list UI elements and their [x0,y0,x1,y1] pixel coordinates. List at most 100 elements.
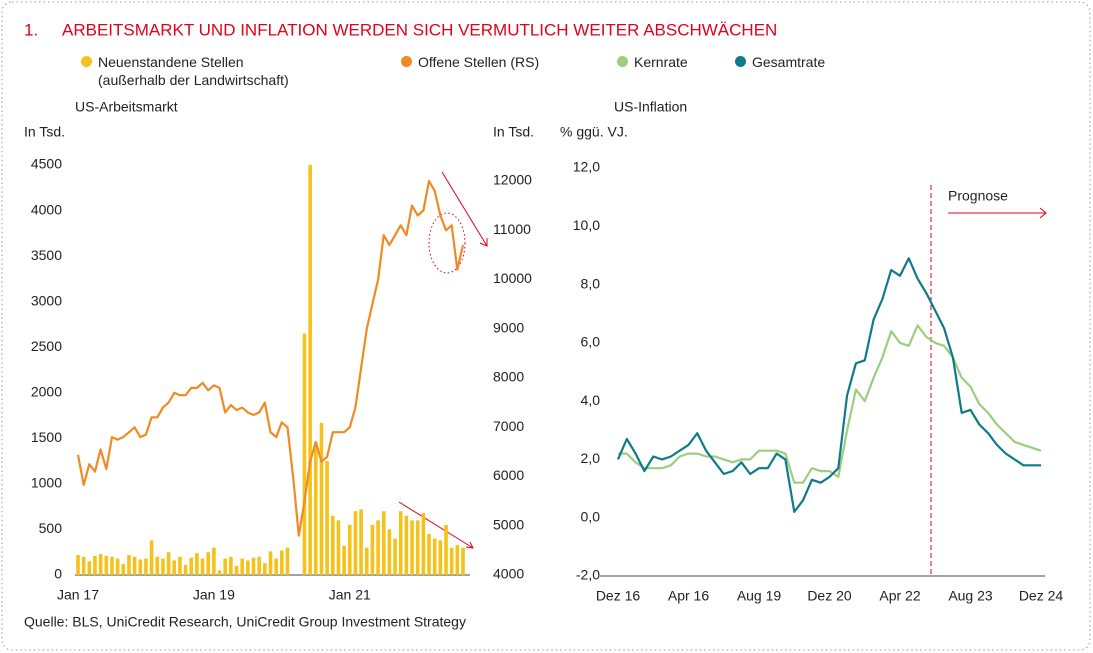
arrow-head [465,541,474,549]
y2-tick-label: 10000 [493,270,532,286]
bar [280,550,284,575]
bar [246,560,250,575]
bar [138,559,143,575]
y2-tick-label: 7000 [493,418,524,434]
y2-tick-label: 11000 [493,221,531,237]
bar [449,547,454,575]
bar [387,529,392,575]
legend-swatch [81,56,92,67]
bar [285,547,290,575]
bar [455,544,460,575]
x-tick-label: Aug 19 [737,588,782,604]
y-tick-label: 12,0 [573,159,600,175]
bar [432,538,437,575]
annotation: Prognose [948,188,1008,204]
bar [398,511,403,575]
bar [438,540,443,575]
arrow [398,501,474,549]
bar [149,540,154,575]
bar [98,554,103,575]
y-tick-label: 1500 [31,429,62,445]
x-tick-label: Dez 20 [807,588,852,604]
bar [257,556,261,575]
bar [240,558,244,575]
y-axis-label: % ggü. VJ. [560,124,628,140]
legend-swatch [617,56,628,67]
bar [381,511,386,575]
x-tick-label: Dez 16 [596,588,641,604]
y-tick-label: 4000 [31,201,62,217]
bar [330,515,335,575]
subtitle: US-Inflation [614,99,687,115]
legend-label: Gesamtrate [752,54,826,70]
source: Quelle: BLS, UniCredit Research, UniCred… [24,614,466,630]
y2-axis-label: In Tsd. [493,124,534,140]
y-tick-label: 3500 [31,247,62,263]
bar [110,556,114,575]
bar [370,524,375,575]
bar [342,545,346,575]
bar [178,556,182,575]
y-tick-label: 3000 [31,292,62,308]
subtitle: US-Arbeitsmarkt [75,99,178,115]
y-tick-label: 2000 [31,383,62,399]
bar [251,557,256,575]
bar [172,560,177,575]
bar [223,558,228,575]
bar [217,570,222,575]
bar [81,556,86,575]
bar [195,553,199,575]
bar [121,564,126,575]
bar [336,520,341,575]
y2-tick-label: 4000 [493,566,524,582]
y2-tick-label: 5000 [493,516,524,532]
line [616,257,1041,513]
bar [461,547,465,575]
bar [76,554,80,575]
y-tick-label: 1000 [31,475,62,491]
bar [189,557,194,575]
bar [427,534,431,575]
y-tick-label: 8,0 [581,275,601,291]
bar [115,558,120,575]
y-tick-label: 6,0 [581,334,601,350]
bar [347,524,352,575]
y-tick-label: 4,0 [581,392,601,408]
y-tick-label: 10,0 [573,217,600,233]
bar [87,561,92,575]
bar [313,442,318,575]
bar [104,555,109,575]
bar [353,511,358,575]
x-tick-label: Jan 21 [329,587,371,603]
legend-label: Neuenstandene Stellen (außerhalb der Lan… [98,54,289,88]
bar [421,513,426,575]
arrow-head [479,238,488,247]
y-tick-label: -2,0 [576,567,600,583]
line [76,179,465,537]
x-tick-label: Jan 17 [57,587,99,603]
bar [263,563,267,575]
bar [212,547,216,575]
legend-label: Offene Stellen (RS) [418,54,540,70]
legend-swatch [401,56,412,67]
x-tick-label: Aug 23 [948,588,993,604]
legend-swatch [735,56,746,67]
bar [359,509,363,575]
y-tick-label: 0,0 [581,508,601,524]
bar [415,520,420,575]
bar [229,556,233,575]
bar [144,558,148,575]
bar [393,538,397,575]
x-tick-label: Apr 22 [879,588,920,604]
bar [132,556,137,575]
bar [308,165,312,575]
highlight-circle [428,212,466,274]
y-tick-label: 2500 [31,338,62,354]
bar [166,552,171,575]
y-tick-label: 0 [54,566,62,582]
y2-tick-label: 9000 [493,319,524,335]
chart-title: ARBEITSMARKT UND INFLATION WERDEN SICH V… [62,20,777,39]
y2-tick-label: 6000 [493,467,524,483]
